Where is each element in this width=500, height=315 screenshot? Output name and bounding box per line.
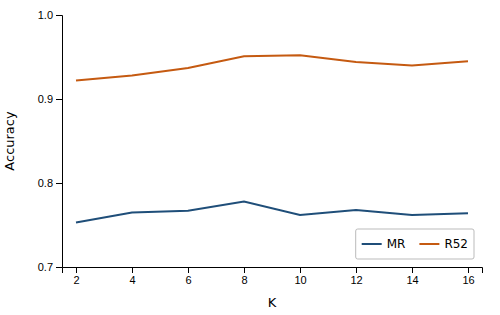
legend-item: R52 xyxy=(419,237,468,251)
y-tick-label: 0.8 xyxy=(38,177,53,189)
x-tick-mark xyxy=(412,267,413,273)
x-tick-label: 12 xyxy=(350,274,362,286)
x-tick-mark xyxy=(76,267,77,273)
x-tick-mark xyxy=(468,267,469,273)
legend: MR R52 xyxy=(356,229,474,259)
x-tick: 16 xyxy=(462,267,474,286)
y-tick-label: 0.7 xyxy=(38,261,53,273)
x-tick-label: 10 xyxy=(294,274,306,286)
x-tick: 8 xyxy=(241,267,247,286)
x-tick-mark xyxy=(300,267,301,273)
x-tick: 12 xyxy=(350,267,362,286)
x-tick-label: 14 xyxy=(406,274,418,286)
series-line xyxy=(76,55,468,80)
x-axis-line xyxy=(63,268,483,274)
x-tick-label: 4 xyxy=(129,274,135,286)
y-axis-title: Accuracy xyxy=(2,111,17,171)
y-tick: 1.0 xyxy=(38,9,62,21)
y-tick: 0.7 xyxy=(38,261,62,273)
x-tick: 2 xyxy=(73,267,79,286)
x-tick-mark xyxy=(188,267,189,273)
legend-label: MR xyxy=(387,237,406,251)
y-tick-label: 1.0 xyxy=(38,9,53,21)
series-line xyxy=(76,201,468,222)
x-tick-mark xyxy=(356,267,357,273)
plot: 2 4 6 8 10 12 14 16 0.7 0.8 0.9 1.0 K Accuracy MR R52 xyxy=(2,9,483,310)
legend-swatch xyxy=(419,243,439,245)
y-tick-mark xyxy=(56,15,62,16)
y-tick: 0.9 xyxy=(38,93,62,105)
x-tick: 6 xyxy=(185,267,191,286)
y-tick-mark xyxy=(56,99,62,100)
y-tick-mark xyxy=(56,267,62,268)
y-tick: 0.8 xyxy=(38,177,62,189)
x-axis-title: K xyxy=(268,295,277,310)
x-axis: 2 4 6 8 10 12 14 16 xyxy=(63,267,483,286)
y-tick-label: 0.9 xyxy=(38,93,53,105)
x-tick: 14 xyxy=(406,267,418,286)
x-tick: 10 xyxy=(294,267,306,286)
legend-label: R52 xyxy=(444,237,468,251)
legend-frame xyxy=(356,229,474,259)
chart: 2 4 6 8 10 12 14 16 0.7 0.8 0.9 1.0 K Accuracy MR R52 xyxy=(0,0,500,315)
legend-swatch xyxy=(362,243,382,245)
x-tick-label: 8 xyxy=(241,274,247,286)
x-tick-label: 16 xyxy=(462,274,474,286)
lines xyxy=(76,55,468,222)
y-axis: 0.7 0.8 0.9 1.0 xyxy=(38,9,63,273)
x-tick-mark xyxy=(132,267,133,273)
x-tick-mark xyxy=(244,267,245,273)
x-tick-label: 6 xyxy=(185,274,191,286)
y-axis-line xyxy=(56,16,63,268)
x-tick-label: 2 xyxy=(73,274,79,286)
y-tick-mark xyxy=(56,183,62,184)
legend-item: MR xyxy=(362,237,406,251)
x-tick: 4 xyxy=(129,267,135,286)
